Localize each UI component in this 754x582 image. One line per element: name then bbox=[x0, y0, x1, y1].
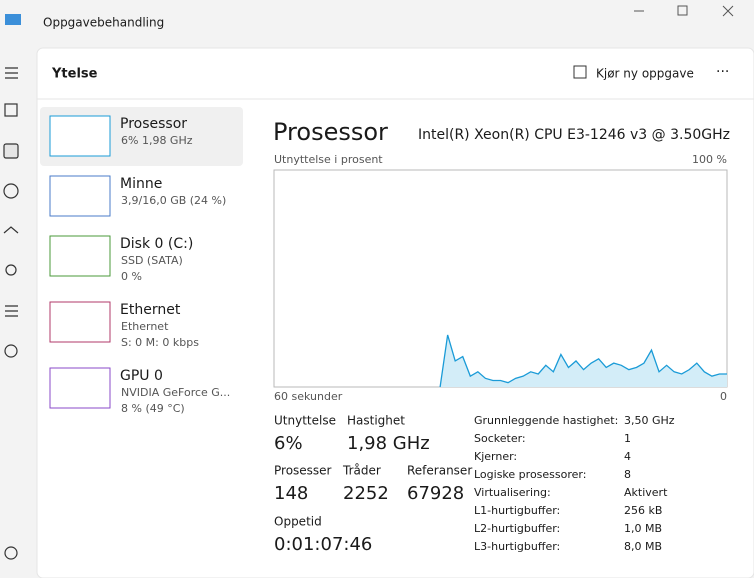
detail-key: L2-hurtigbuffer: bbox=[474, 522, 560, 535]
details-icon[interactable] bbox=[5, 305, 18, 317]
item-line: NVIDIA GeForce G... bbox=[121, 386, 230, 399]
detail-key: Kjerner: bbox=[474, 450, 517, 463]
processes-icon[interactable] bbox=[4, 103, 18, 117]
detail-key: Virtualisering: bbox=[474, 486, 551, 499]
cpu-model: Intel(R) Xeon(R) CPU E3-1246 v3 @ 3.50GH… bbox=[418, 127, 730, 143]
stat-value: 67928 bbox=[407, 483, 464, 504]
x-tick-label: 60 sekunder bbox=[274, 390, 343, 403]
item-line: 6% 1,98 GHz bbox=[121, 134, 193, 147]
maximize[interactable] bbox=[677, 5, 688, 16]
item-line: Ethernet bbox=[121, 320, 169, 333]
users-icon[interactable] bbox=[5, 264, 17, 276]
stat-value: 6% bbox=[274, 433, 303, 454]
item-line: 3,9/16,0 GB (24 %) bbox=[121, 194, 226, 207]
stat-label: Referanser bbox=[407, 464, 472, 478]
thumbnail bbox=[49, 367, 111, 409]
stat-label: Tråder bbox=[342, 464, 381, 478]
plot-frame bbox=[273, 169, 728, 388]
run-task[interactable]: Kjør ny oppgave bbox=[596, 67, 694, 81]
stat-label: Prosesser bbox=[274, 464, 332, 478]
item-name: GPU 0 bbox=[120, 368, 163, 384]
y-tick-label: 100 % bbox=[692, 153, 727, 166]
performance-icon[interactable] bbox=[3, 143, 19, 159]
window-title: Oppgavebehandling bbox=[43, 16, 164, 30]
page-title: Ytelse bbox=[51, 67, 98, 82]
detail-key: L1-hurtigbuffer: bbox=[474, 504, 560, 517]
startup-icon[interactable] bbox=[3, 226, 19, 234]
thumbnail bbox=[49, 235, 111, 277]
main-title: Prosessor bbox=[273, 118, 388, 146]
item-name: Prosessor bbox=[120, 116, 187, 132]
stat-label: Oppetid bbox=[274, 515, 322, 529]
stat-value: 0:01:07:46 bbox=[274, 534, 372, 555]
more[interactable]: ··· bbox=[716, 64, 729, 80]
detail-value: Aktivert bbox=[624, 486, 668, 499]
cpu-line bbox=[439, 334, 727, 388]
detail-value: 256 kB bbox=[624, 504, 662, 517]
stat-value: 2252 bbox=[343, 483, 389, 504]
services-icon[interactable] bbox=[4, 344, 18, 358]
stat-label: Utnyttelse bbox=[274, 414, 336, 428]
stat-label: Hastighet bbox=[347, 414, 405, 428]
thumbnail bbox=[49, 115, 111, 157]
run-task-icon[interactable] bbox=[573, 65, 587, 79]
detail-value: 4 bbox=[624, 450, 631, 463]
detail-key: L3-hurtigbuffer: bbox=[474, 540, 560, 553]
item-name: Minne bbox=[120, 176, 162, 192]
history-icon[interactable] bbox=[3, 183, 19, 199]
item-line: 8 % (49 °C) bbox=[121, 402, 185, 415]
item-name: Ethernet bbox=[120, 302, 181, 318]
app-icon bbox=[5, 14, 21, 25]
item-line: S: 0 M: 0 kbps bbox=[121, 336, 199, 349]
detail-key: Grunnleggende hastighet: bbox=[474, 414, 618, 427]
detail-value: 8,0 MB bbox=[624, 540, 662, 553]
x-tick-label: 0 bbox=[720, 390, 727, 403]
detail-value: 8 bbox=[624, 468, 631, 481]
area-fill bbox=[440, 334, 727, 387]
thumbnail bbox=[49, 175, 111, 217]
stat-value: 148 bbox=[274, 483, 308, 504]
detail-value: 1 bbox=[624, 432, 631, 445]
close[interactable] bbox=[722, 5, 734, 17]
y-label: Utnyttelse i prosent bbox=[274, 153, 383, 166]
thumbnail bbox=[49, 301, 111, 343]
item-line: 0 % bbox=[121, 270, 142, 283]
item-line: SSD (SATA) bbox=[121, 254, 183, 267]
stat-value: 1,98 GHz bbox=[347, 433, 430, 454]
detail-value: 3,50 GHz bbox=[624, 414, 675, 427]
detail-key: Logiske prosessorer: bbox=[474, 468, 586, 481]
item-name: Disk 0 (C:) bbox=[120, 236, 193, 252]
detail-value: 1,0 MB bbox=[624, 522, 662, 535]
menu-icon[interactable] bbox=[5, 67, 18, 79]
detail-key: Socketer: bbox=[474, 432, 526, 445]
settings-icon[interactable] bbox=[4, 546, 18, 560]
